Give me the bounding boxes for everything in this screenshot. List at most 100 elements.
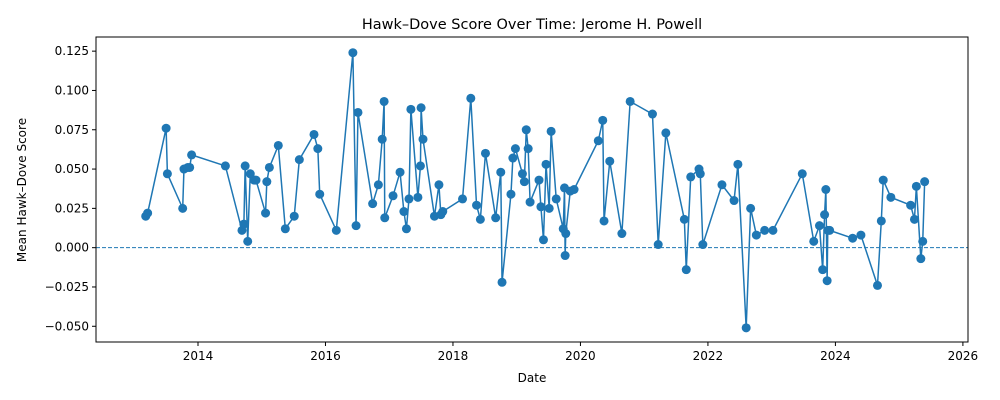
data-point	[517, 169, 527, 179]
data-point	[878, 175, 888, 185]
data-point	[388, 191, 398, 201]
data-point	[331, 225, 341, 235]
plot-area	[96, 48, 968, 333]
x-tick-label: 2014	[183, 349, 214, 363]
data-point	[856, 230, 866, 240]
y-tick-label: −0.025	[45, 280, 89, 294]
data-point	[909, 214, 919, 224]
data-point	[820, 210, 830, 220]
y-axis-label: Mean Hawk–Dove Score	[15, 118, 29, 262]
data-point	[415, 161, 425, 171]
data-point	[178, 203, 188, 213]
data-point	[506, 189, 516, 199]
y-tick-label: 0.125	[55, 44, 89, 58]
plot-frame	[95, 36, 969, 343]
data-point	[681, 265, 691, 275]
data-point	[379, 96, 389, 106]
data-point	[466, 93, 476, 103]
data-point	[472, 200, 482, 210]
data-point	[404, 194, 414, 204]
data-point	[916, 254, 926, 264]
data-point	[519, 177, 529, 187]
data-point	[315, 189, 325, 199]
data-point	[751, 230, 761, 240]
data-point	[551, 194, 561, 204]
data-point	[760, 225, 770, 235]
data-point	[906, 200, 916, 210]
data-point	[797, 169, 807, 179]
data-point	[162, 169, 172, 179]
data-point	[541, 159, 551, 169]
data-point	[458, 194, 468, 204]
data-point	[380, 213, 390, 223]
data-point	[261, 208, 271, 218]
data-point	[418, 134, 428, 144]
x-tick-label: 2020	[565, 349, 596, 363]
data-point	[686, 172, 696, 182]
data-point	[569, 185, 579, 194]
data-point	[240, 161, 250, 171]
data-point	[413, 192, 423, 202]
data-point	[546, 126, 556, 136]
data-point	[377, 134, 387, 144]
x-tick-label: 2022	[693, 349, 724, 363]
y-tick-label: 0.050	[55, 162, 89, 176]
data-point	[561, 229, 571, 239]
y-tick-label: 0.025	[55, 201, 89, 215]
data-point	[848, 233, 858, 243]
x-axis-label: Date	[518, 371, 547, 385]
data-point	[544, 203, 554, 213]
data-point	[821, 185, 831, 194]
data-point	[264, 162, 274, 172]
chart-title: Hawk–Dove Score Over Time: Jerome H. Pow…	[362, 17, 702, 33]
data-point	[438, 207, 448, 217]
data-point	[351, 221, 361, 231]
x-tick-label: 2024	[820, 349, 851, 363]
data-point	[717, 180, 727, 190]
data-point	[251, 175, 261, 185]
data-point	[872, 280, 882, 290]
data-point	[289, 211, 299, 221]
data-point	[809, 236, 819, 246]
data-point	[401, 224, 411, 234]
data-point	[876, 216, 886, 226]
data-point	[239, 219, 249, 229]
data-point	[536, 202, 546, 212]
data-point	[475, 214, 485, 224]
data-point	[510, 144, 520, 154]
data-point	[309, 129, 319, 139]
data-point	[348, 48, 358, 58]
data-point	[395, 167, 405, 177]
data-point	[525, 197, 535, 207]
data-point	[729, 196, 739, 206]
data-point	[161, 123, 171, 133]
data-point	[534, 175, 544, 185]
data-point	[434, 180, 444, 190]
data-point	[598, 115, 608, 125]
data-point	[695, 169, 705, 179]
data-point	[262, 177, 272, 187]
data-point	[822, 276, 832, 286]
x-tick-label: 2026	[948, 349, 979, 363]
data-point	[599, 216, 609, 226]
data-point	[538, 235, 548, 245]
data-point	[368, 199, 378, 209]
data-point	[243, 236, 253, 246]
data-point	[741, 323, 751, 333]
y-tick-label: −0.050	[45, 319, 89, 333]
data-point	[886, 192, 896, 202]
data-point	[373, 180, 383, 190]
data-point	[313, 144, 323, 154]
data-point	[497, 277, 507, 287]
data-point	[818, 265, 828, 275]
x-tick-label: 2016	[310, 349, 341, 363]
data-point	[625, 96, 635, 106]
data-point	[679, 214, 689, 224]
data-point	[653, 240, 663, 250]
data-point	[746, 203, 756, 213]
data-point	[768, 225, 778, 235]
y-tick-label: 0.075	[55, 123, 89, 137]
data-point	[825, 225, 835, 235]
